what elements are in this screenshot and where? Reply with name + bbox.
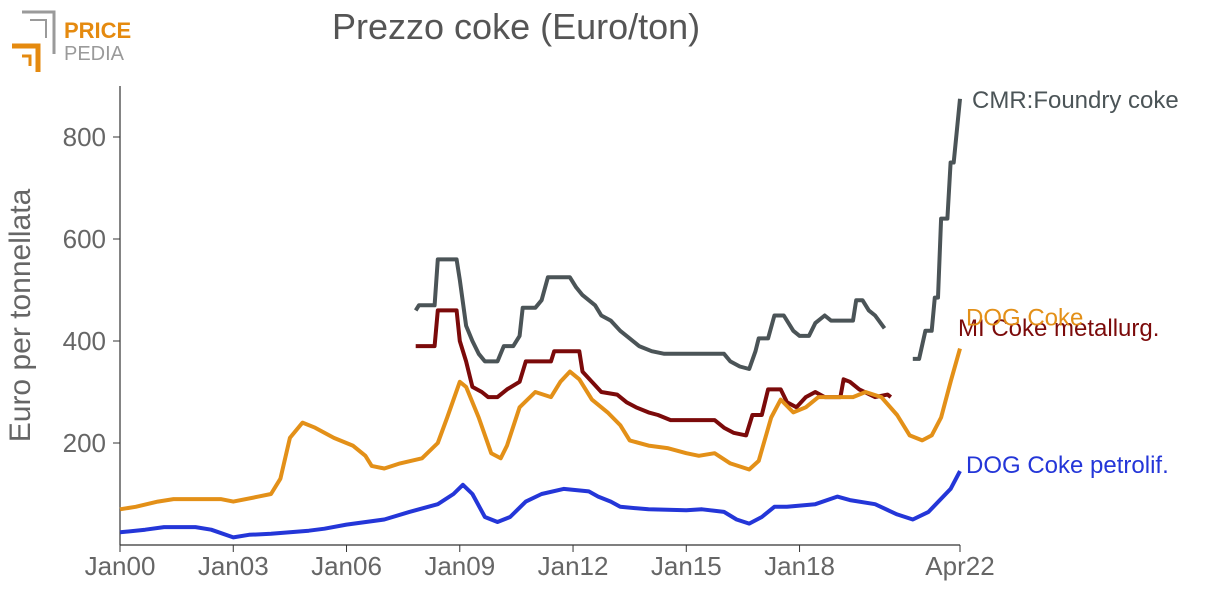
logo-bracket-gray <box>22 10 56 54</box>
logo-bracket-orange-inner <box>22 54 32 66</box>
pricepedia-logo: PRICE PEDIA <box>8 8 148 74</box>
y-axis-title: Euro per tonnellata <box>4 188 37 442</box>
logo-bracket-gray-inner <box>30 19 47 38</box>
x-tick-label: Jan03 <box>198 551 269 581</box>
y-tick-label: 800 <box>63 122 106 152</box>
y-tick-label: 200 <box>63 428 106 458</box>
series-line <box>119 348 962 512</box>
series-label: MI Coke metallurg. <box>958 315 1159 342</box>
y-tick-label: 400 <box>63 326 106 356</box>
series-line <box>414 98 962 371</box>
series-label: DOG Coke <box>966 305 1083 332</box>
x-tick-label: Jan15 <box>651 551 722 581</box>
series-line <box>119 470 962 540</box>
x-tick-label: Jan00 <box>85 551 156 581</box>
series-label: CMR:Foundry coke <box>972 87 1179 114</box>
logo-text-price: PRICE <box>64 18 131 43</box>
logo-mark: PRICE PEDIA <box>12 10 131 72</box>
x-tick-label: Jan18 <box>764 551 835 581</box>
x-tick-label: Jan09 <box>424 551 495 581</box>
axes: 200 400 600 800 Jan00 Jan03 Jan06 Jan09 Jan12 Jan… <box>4 86 995 581</box>
chart-title: Prezzo coke (Euro/ton) <box>332 6 701 47</box>
plot-area <box>119 98 962 540</box>
x-tick-label: Apr22 <box>925 551 994 581</box>
logo-text-pedia: PEDIA <box>64 43 125 65</box>
logo-bracket-orange <box>12 43 41 72</box>
y-tick-label: 600 <box>63 224 106 254</box>
series-label: DOG Coke petrolif. <box>966 452 1169 479</box>
series-line <box>415 308 893 438</box>
x-tick-label: Jan06 <box>311 551 382 581</box>
x-tick-label: Jan12 <box>538 551 609 581</box>
